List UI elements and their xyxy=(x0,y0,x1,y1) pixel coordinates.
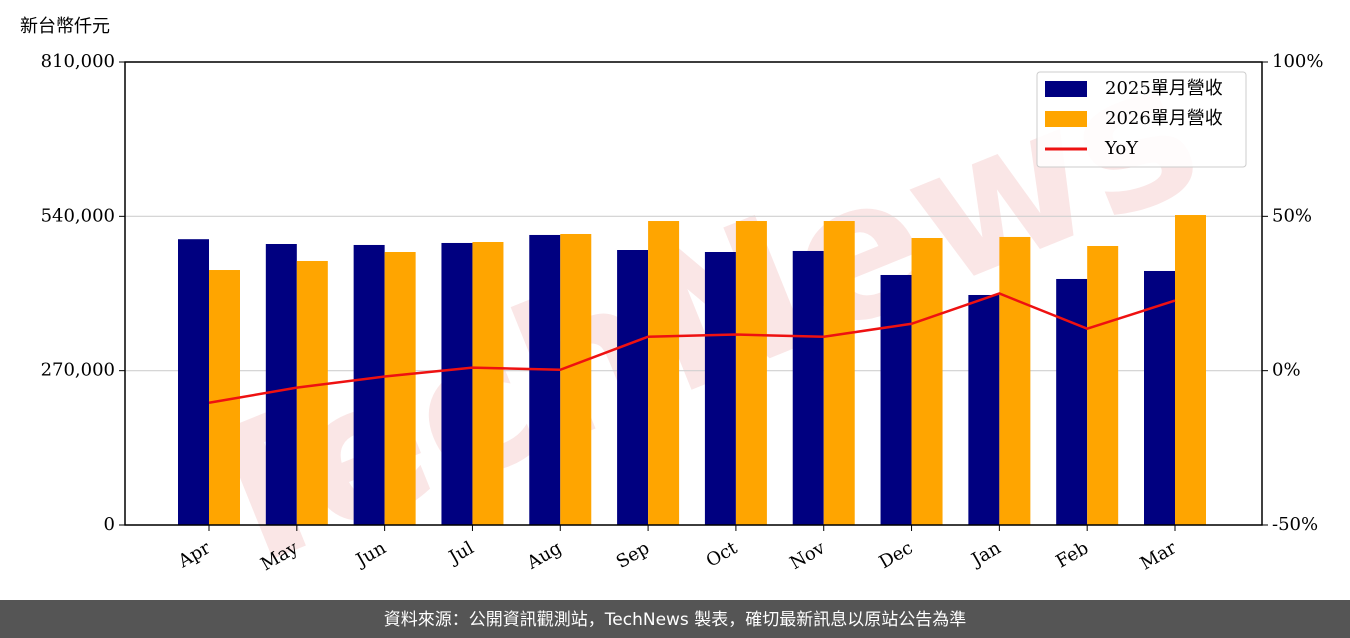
bar xyxy=(1087,245,1119,525)
line xyxy=(208,292,1176,404)
bar xyxy=(792,250,824,525)
bar xyxy=(735,221,767,525)
bar xyxy=(529,234,561,525)
y-axis-title: 新台幣仟元 xyxy=(20,16,110,37)
bar xyxy=(823,221,855,525)
y-tick-label: 540,000 xyxy=(41,205,115,226)
bar xyxy=(353,244,385,525)
x-tick-label: Nov xyxy=(786,537,829,574)
bar xyxy=(384,252,416,526)
bar xyxy=(296,260,328,525)
y2-tick-label: 50% xyxy=(1272,205,1312,226)
legend-box xyxy=(1036,71,1247,168)
bar xyxy=(560,233,592,526)
bar xyxy=(704,252,736,526)
bar xyxy=(648,221,680,525)
y-tick-label: 0 xyxy=(104,514,115,535)
y2-tick-label: -50% xyxy=(1272,514,1318,535)
x-tick-label: Mar xyxy=(1137,537,1181,574)
x-tick-label: Apr xyxy=(174,537,214,572)
bar xyxy=(472,241,504,525)
footer-bar xyxy=(0,600,1350,638)
bar xyxy=(1175,215,1206,525)
bar xyxy=(911,237,943,525)
legend-label: 2026單月營收 xyxy=(1105,108,1223,129)
y2-tick-label: 0% xyxy=(1272,360,1301,381)
y2-tick-label: 100% xyxy=(1272,51,1323,72)
bar xyxy=(441,242,473,525)
plot-frame xyxy=(124,61,1263,526)
x-tick-label: Jan xyxy=(967,537,1005,571)
x-tick-label: Dec xyxy=(876,537,917,573)
x-tick-label: Jul xyxy=(444,537,478,569)
x-tick-label: Oct xyxy=(703,537,742,572)
x-tick-label: Aug xyxy=(523,537,566,574)
bar xyxy=(880,274,912,525)
x-tick-label: Feb xyxy=(1053,537,1093,572)
footer: 資料來源：公開資訊觀測站，TechNews 製表，確切最新訊息以原站公告為準 xyxy=(384,610,966,630)
legend-swatch xyxy=(1045,111,1087,127)
x-tick-label: Sep xyxy=(613,537,653,572)
bar xyxy=(178,239,209,526)
y-tick-label: 270,000 xyxy=(41,360,115,381)
bar xyxy=(968,294,1000,525)
bar xyxy=(1144,270,1175,525)
y-tick-label: 810,000 xyxy=(41,51,115,72)
bar xyxy=(999,236,1031,526)
legend-label: 2025單月營收 xyxy=(1105,78,1223,99)
legend-label: YoY xyxy=(1104,138,1139,159)
bar xyxy=(1056,278,1088,525)
bar xyxy=(617,250,649,526)
legend-swatch xyxy=(1045,81,1087,97)
bar xyxy=(265,243,297,525)
